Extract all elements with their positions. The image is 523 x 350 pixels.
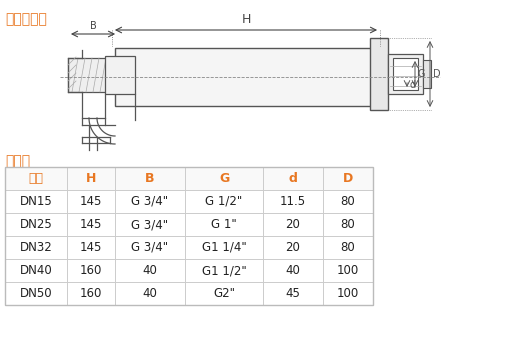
Bar (393, 58, 418, 90)
Text: 45: 45 (286, 287, 300, 300)
Bar (423, 60, 431, 88)
Text: 145: 145 (80, 218, 102, 231)
Text: DN32: DN32 (20, 241, 52, 254)
Text: G 3/4": G 3/4" (131, 195, 168, 208)
Bar (5, 167, 373, 305)
Text: G 3/4": G 3/4" (131, 218, 168, 231)
Bar (5, 167, 373, 190)
Text: 145: 145 (80, 241, 102, 254)
Text: B: B (145, 172, 155, 185)
Text: 100: 100 (337, 287, 359, 300)
Text: B: B (89, 21, 96, 31)
Bar (370, 38, 388, 110)
Text: DN50: DN50 (20, 287, 52, 300)
Text: 40: 40 (143, 264, 157, 277)
Text: D: D (343, 172, 353, 185)
Bar (388, 54, 423, 94)
Text: 外型尺寸图: 外型尺寸图 (5, 12, 47, 26)
Text: 100: 100 (337, 264, 359, 277)
Text: DN40: DN40 (20, 264, 52, 277)
Bar (68, 58, 118, 92)
Text: 20: 20 (286, 241, 300, 254)
Text: 80: 80 (340, 241, 355, 254)
Text: DN25: DN25 (20, 218, 52, 231)
Text: 规格: 规格 (28, 172, 43, 185)
Bar (115, 48, 380, 106)
Text: G: G (219, 172, 229, 185)
Text: 160: 160 (80, 287, 102, 300)
Text: 20: 20 (286, 218, 300, 231)
Text: 80: 80 (340, 195, 355, 208)
Text: 160: 160 (80, 264, 102, 277)
Text: G 3/4": G 3/4" (131, 241, 168, 254)
Text: d: d (410, 80, 416, 90)
Text: d: d (289, 172, 298, 185)
Text: G1 1/4": G1 1/4" (202, 241, 246, 254)
Bar (105, 56, 135, 94)
Text: G 1": G 1" (211, 218, 237, 231)
Text: G 1/2": G 1/2" (206, 195, 243, 208)
Text: G: G (417, 69, 425, 79)
Text: G2": G2" (213, 287, 235, 300)
Text: D: D (433, 69, 440, 79)
Text: 40: 40 (286, 264, 300, 277)
Text: DN15: DN15 (20, 195, 52, 208)
Text: H: H (241, 13, 251, 26)
Text: 尺寸表: 尺寸表 (5, 154, 30, 168)
Text: G1 1/2": G1 1/2" (202, 264, 246, 277)
Text: 80: 80 (340, 218, 355, 231)
Text: 11.5: 11.5 (280, 195, 306, 208)
Text: 145: 145 (80, 195, 102, 208)
Text: 40: 40 (143, 287, 157, 300)
Text: H: H (86, 172, 96, 185)
